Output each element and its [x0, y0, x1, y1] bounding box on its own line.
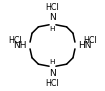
Text: N: N	[49, 69, 56, 78]
Text: H: H	[50, 59, 55, 65]
Text: N: N	[49, 13, 56, 22]
Text: NH: NH	[13, 41, 27, 50]
Text: HCl: HCl	[8, 36, 22, 44]
Text: HN: HN	[78, 41, 92, 50]
Text: HCl: HCl	[46, 79, 59, 88]
Text: H: H	[50, 26, 55, 32]
Text: HCl: HCl	[46, 3, 59, 12]
Text: HCl: HCl	[83, 36, 97, 44]
